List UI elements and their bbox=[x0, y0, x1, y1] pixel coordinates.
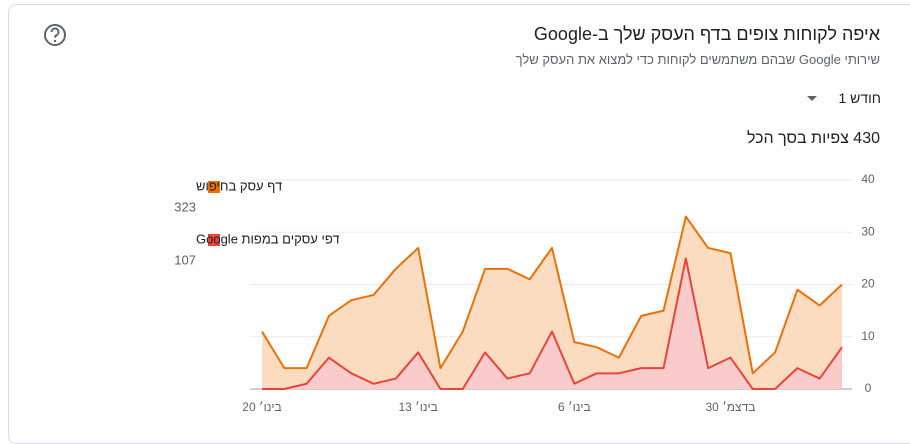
x-tick-label: 6 בינו׳ bbox=[558, 400, 591, 414]
period-dropdown[interactable]: חודש 1 bbox=[838, 90, 881, 106]
help-dot[interactable] bbox=[53, 39, 57, 43]
y-tick-label: 10 bbox=[861, 329, 875, 343]
y-tick-label: 20 bbox=[861, 277, 875, 291]
legend-name: דפי עסקים במפות Google bbox=[196, 231, 340, 246]
title: איפה לקוחות צופים בדף העסק שלך ב-Google bbox=[533, 24, 880, 44]
legend-swatch bbox=[208, 181, 220, 193]
series-line bbox=[262, 257, 843, 390]
period-label[interactable]: חודש 1 bbox=[838, 90, 881, 106]
page: {"header": {"title": "איפה לקוחות צופים … bbox=[8, 4, 910, 444]
y-tick-label: 30 bbox=[861, 224, 875, 238]
help-circle[interactable] bbox=[44, 24, 66, 46]
subtitle: שירותי Google שבהם משתמשים לקוחות כדי למ… bbox=[515, 52, 880, 67]
x-tick-label: 13 בינו׳ bbox=[398, 400, 437, 414]
legend-name: דף עסק בחיפוש bbox=[196, 178, 282, 193]
x-tick-label: 20 בינו׳ bbox=[242, 400, 281, 414]
legend-total: 323 bbox=[174, 199, 196, 214]
help-question[interactable] bbox=[50, 27, 60, 38]
legend-swatch bbox=[208, 234, 220, 246]
y-tick-label: 0 bbox=[865, 381, 872, 395]
dropdown-arrow[interactable] bbox=[807, 96, 817, 101]
series-line bbox=[261, 215, 843, 375]
x-tick-label: 30 בדצמ׳ bbox=[706, 400, 756, 414]
chart: 0 10 20 30 40 20 בינו׳ 13 בינו׳ 6 בינו׳ 30 בדצמ׳… bbox=[44, 24, 875, 414]
legend-total: 107 bbox=[174, 252, 196, 267]
help-icon[interactable] bbox=[44, 24, 66, 46]
total-views: 430 צפיות בסך הכל bbox=[746, 130, 880, 147]
y-tick-label: 40 bbox=[861, 172, 875, 186]
area-fill bbox=[262, 258, 842, 389]
